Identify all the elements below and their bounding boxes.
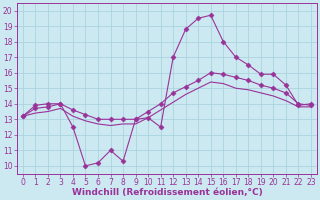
X-axis label: Windchill (Refroidissement éolien,°C): Windchill (Refroidissement éolien,°C) bbox=[72, 188, 262, 197]
